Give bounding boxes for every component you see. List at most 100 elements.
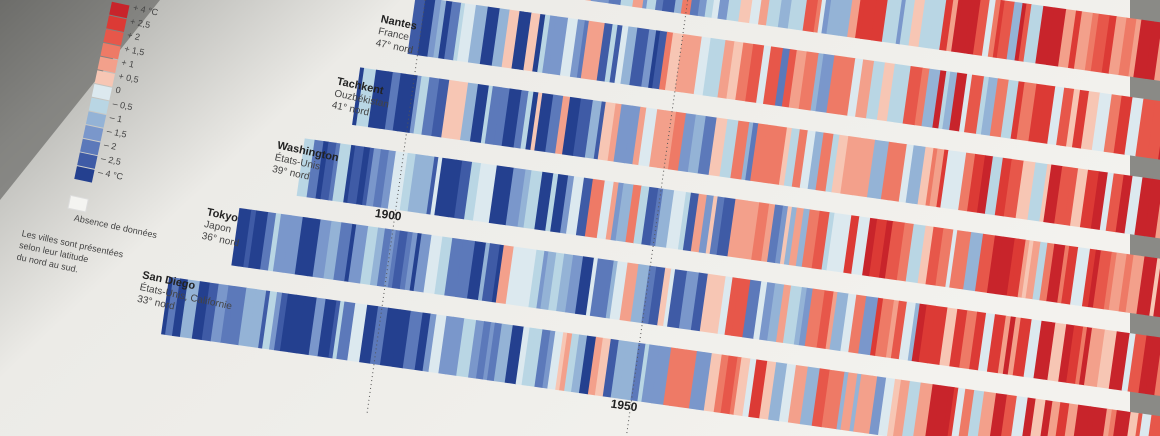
stripe [609,261,629,321]
stripe [767,283,785,343]
stripe [702,37,719,97]
stripe [949,308,968,368]
stripe [788,50,808,109]
stripe [678,270,700,331]
stripe [1101,15,1118,74]
stripe [924,384,942,436]
stripe [596,23,614,82]
stripe [414,312,432,372]
stripe [912,382,934,436]
stripe [1010,238,1027,298]
stripe [1014,2,1028,62]
legend-swatch [74,166,95,183]
stripe [383,229,397,288]
stripe [555,332,568,391]
stripe [220,285,235,344]
stripe [545,173,559,232]
stripe [307,218,322,277]
stripe [666,190,687,250]
stripe [1056,87,1069,146]
stripe [344,223,357,282]
stripe [689,0,707,16]
stripe [609,24,624,84]
stripe [688,351,705,410]
stripe [791,129,809,188]
stripe [821,369,835,428]
stripe [925,226,944,286]
stripe [878,377,896,436]
stripe [1006,238,1020,297]
stripe [898,144,915,203]
stripe [946,387,959,436]
stripe [870,0,891,42]
stripe [323,220,342,280]
stripe [733,357,751,417]
stripe [542,330,556,389]
stripe [745,122,759,181]
stripe [1143,414,1159,436]
stripe [855,59,875,119]
stripe [439,158,457,218]
stripe [488,165,510,225]
stripe [986,314,1007,374]
stripe [1091,92,1113,152]
year-line [623,0,698,436]
stripe [742,358,757,417]
year-label: 1900 [374,206,403,224]
stripe [578,335,597,395]
stripe [777,0,797,29]
stripe [1043,322,1056,381]
stripe [896,222,915,282]
stripe [601,260,615,319]
stripe [726,0,747,22]
stripe [545,94,564,154]
stripe [472,163,486,222]
stripe [434,236,453,296]
stripe [825,133,840,193]
stripe [885,299,900,359]
legend-label: – 2 [103,139,117,151]
stripe [1007,317,1022,376]
stripe [840,372,858,432]
stripe [548,16,569,76]
stripe [996,0,1016,60]
stripe [1114,332,1131,391]
stripe [1153,258,1160,318]
stripe [998,394,1018,436]
stripe [1145,21,1160,81]
stripe [717,0,735,20]
stripe [1075,326,1088,385]
stripe [1023,319,1043,379]
stripe [306,139,325,199]
stripe [445,316,465,376]
stripe [477,242,491,301]
stripe [912,146,927,205]
stripe [759,124,777,184]
stripe [1145,257,1158,316]
stripe [938,71,951,130]
stripe [453,2,466,61]
stripe [975,76,990,135]
stripe [853,374,873,434]
stripe [405,74,419,133]
stripe [536,250,549,309]
stripe [1135,98,1156,158]
stripe [399,152,417,212]
stripe [1080,91,1101,151]
year-label: 1950 [610,397,639,415]
legend-swatch [109,1,130,19]
stripe [651,345,672,405]
stripe [1017,239,1031,298]
stripe [550,174,569,233]
stripe [711,275,727,334]
stripe [571,334,588,394]
stripe [1015,160,1037,220]
stripe [949,230,968,290]
stripe [505,167,527,227]
stripe [782,285,803,345]
stripe [898,301,917,361]
stripe [1113,95,1134,155]
stripe [1071,89,1090,149]
stripe [626,263,639,322]
stripe [949,72,968,132]
